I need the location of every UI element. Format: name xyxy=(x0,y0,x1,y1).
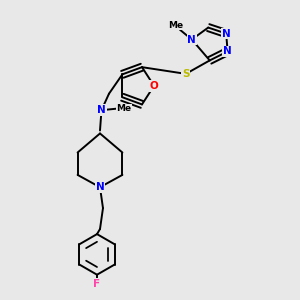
Text: F: F xyxy=(93,279,100,289)
Text: N: N xyxy=(96,182,104,192)
Text: N: N xyxy=(223,46,232,56)
Text: O: O xyxy=(150,81,158,91)
Text: S: S xyxy=(182,69,190,79)
Text: N: N xyxy=(188,34,196,44)
Text: Me: Me xyxy=(168,21,183,30)
Text: N: N xyxy=(97,105,106,115)
Text: Me: Me xyxy=(116,104,131,113)
Text: N: N xyxy=(222,28,230,38)
